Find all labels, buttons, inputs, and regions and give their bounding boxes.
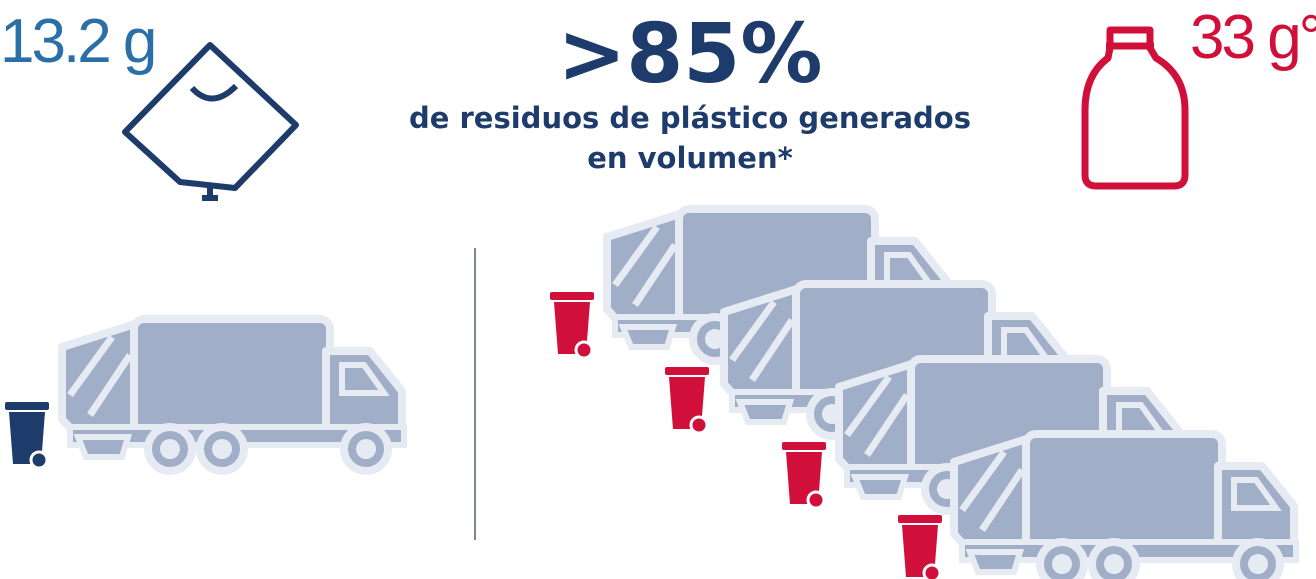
subtitle-line: en volumen* (587, 141, 793, 175)
right-weight: 33 g° (1190, 3, 1316, 72)
headline: >85% (558, 7, 823, 102)
subtitle-line: de residuos de plástico generados (409, 101, 971, 135)
infographic: 13.2 g >85% de residuos de plástico gene… (0, 0, 1316, 579)
single-truck (62, 319, 404, 471)
bottle-icon (1085, 30, 1185, 186)
bin-navy (5, 402, 49, 468)
left-weight: 13.2 g (0, 7, 154, 76)
truck-stack (550, 209, 1296, 579)
